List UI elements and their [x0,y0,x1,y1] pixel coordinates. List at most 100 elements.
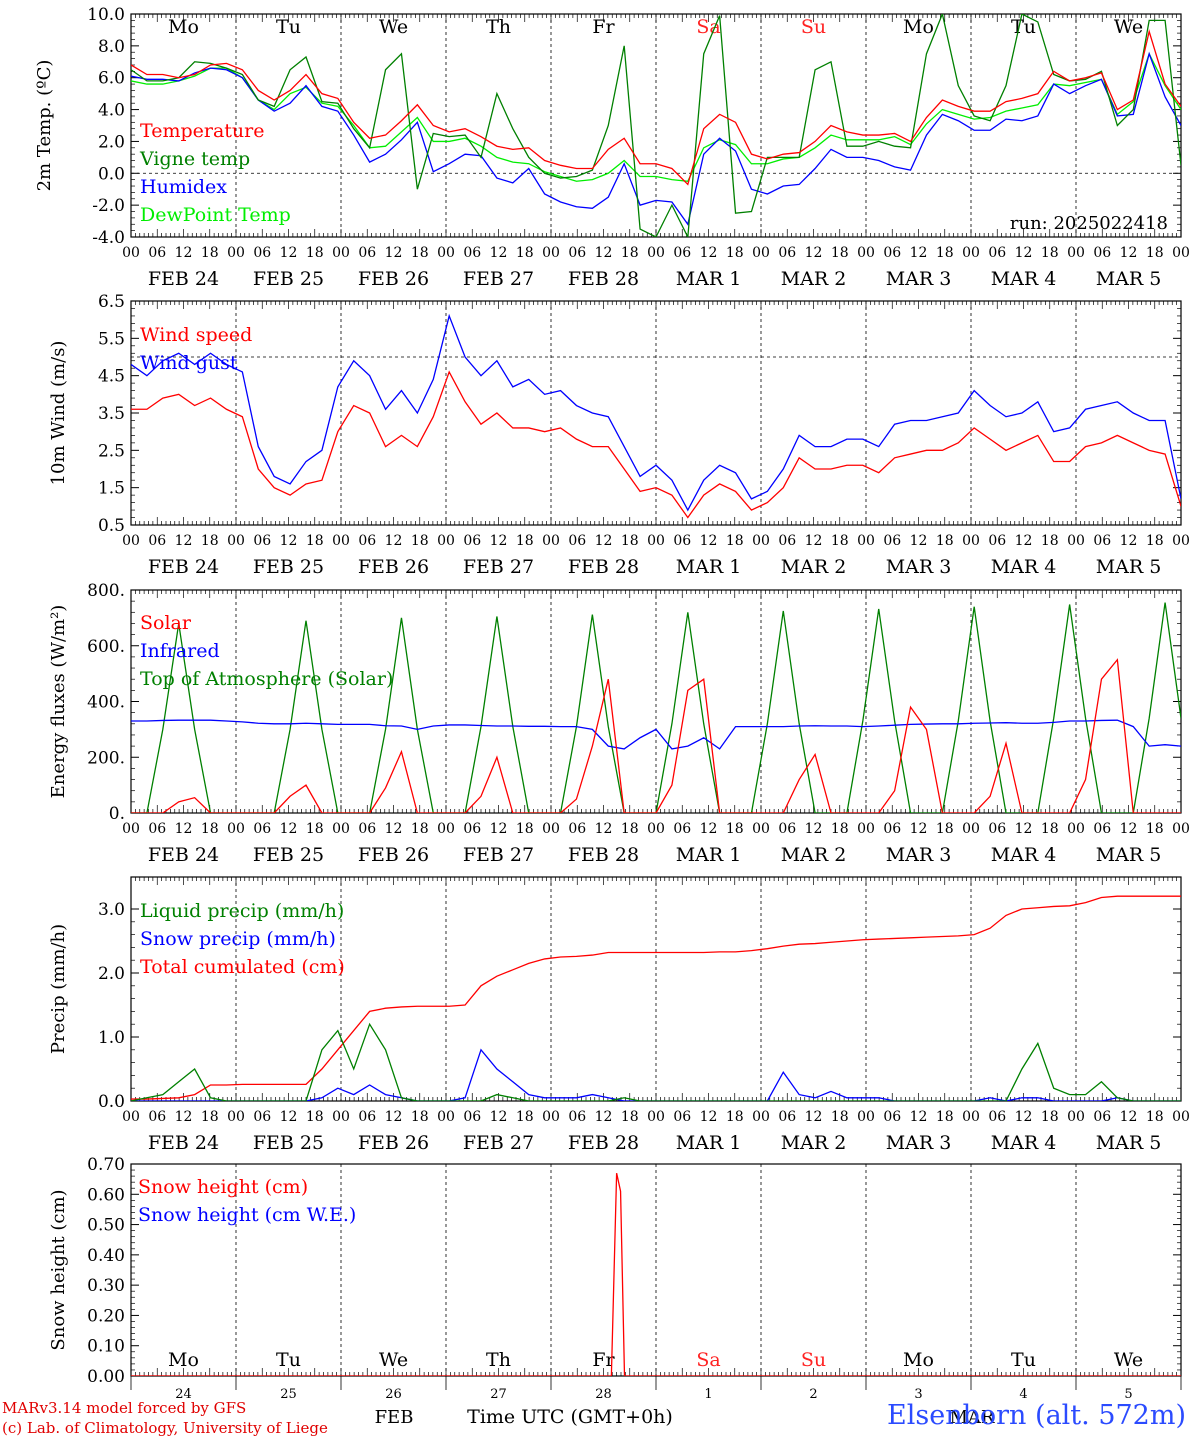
series-line-solar [131,658,1181,813]
x-date-label: FEB 26 [358,844,429,866]
y-tick-label: 3.5 [98,404,125,424]
x-date-label: FEB 25 [253,556,324,578]
weekday-label: Su [801,1349,826,1371]
x-hour-label: 12 [1120,245,1138,261]
x-date-label: FEB 24 [148,268,219,290]
x-hour-label: 18 [516,821,534,837]
panel-precip: 0.0 1.0 2.0 3.0 Precip (mm/h) 00 06 12 18 00 06 12 1… [48,876,1190,1154]
x-hour-label: 18 [1041,1109,1059,1125]
month-label: FEB [375,1407,414,1428]
x-hour-label: 18 [936,245,954,261]
series-line-top-of-atmosphere-solar- [131,602,1181,813]
weekday-label: Su [801,16,826,38]
x-hour-label: 06 [463,1109,481,1125]
x-hour-label: 00 [647,1109,665,1125]
x-hour-label: 06 [253,1109,271,1125]
x-hour-label: 06 [778,245,796,261]
series-line-dewpoint-temp [131,52,1181,182]
x-hour-label: 12 [910,245,928,261]
y-tick-label: 0.0 [98,1092,125,1112]
weekday-label: Mo [903,1349,934,1371]
y-tick-label: 5.5 [98,329,125,349]
day-number-label: 27 [490,1387,507,1402]
legend-entry: Wind gust [140,352,238,374]
x-hour-label: 18 [1146,1109,1164,1125]
x-hour-label: 00 [857,821,875,837]
x-date-label: MAR 1 [676,844,742,866]
x-hour-label: 12 [700,821,718,837]
y-tick-label: 0.40 [87,1246,125,1266]
x-hour-label: 12 [595,821,613,837]
x-hour-label: 06 [673,245,691,261]
x-hour-label: 00 [542,245,560,261]
x-hour-label: 00 [962,1109,980,1125]
x-hour-label: 18 [516,1109,534,1125]
y-tick-label: 200. [87,748,125,768]
x-hour-label: 18 [1041,533,1059,549]
x-hour-label: 06 [673,821,691,837]
legend-entry: Snow height (cm) [138,1176,308,1198]
x-hour-label: 00 [1067,1109,1085,1125]
y-tick-label: 0.0 [98,164,125,184]
credit-line-1: MARv3.14 model forced by GFS [2,1399,247,1417]
day-number-label: 28 [595,1387,612,1402]
x-hour-label: 00 [962,533,980,549]
weekday-label: Th [486,1349,511,1371]
x-hour-label: 06 [148,533,166,549]
x-hour-label: 00 [122,245,140,261]
series-line-humidex [131,51,1181,226]
x-hour-label: 18 [936,533,954,549]
y-tick-label: 2.0 [98,964,125,984]
x-hour-label: 06 [568,821,586,837]
x-hour-label: 06 [673,1109,691,1125]
x-hour-label: 18 [621,533,639,549]
x-hour-label: 18 [411,1109,429,1125]
x-hour-label: 18 [726,533,744,549]
x-hour-label: 06 [778,821,796,837]
y-tick-label: 0.10 [87,1337,125,1357]
x-hour-label: 00 [122,821,140,837]
x-hour-label: 06 [1093,1109,1111,1125]
weekday-label: We [379,1349,408,1371]
x-date-label: MAR 5 [1096,556,1162,578]
x-hour-label: 18 [1146,533,1164,549]
x-hour-label: 18 [411,821,429,837]
x-hour-label: 12 [280,245,298,261]
x-date-label: FEB 27 [463,844,534,866]
x-date-label: FEB 28 [568,1132,639,1154]
x-hour-label: 18 [1041,821,1059,837]
x-date-label: FEB 28 [568,268,639,290]
x-date-label: MAR 1 [676,268,742,290]
x-hour-label: 06 [883,1109,901,1125]
x-hour-label: 18 [201,245,219,261]
panel-energy: 0. 200. 400. 600. 800. Energy fluxes (W/m²) 00… [48,581,1190,866]
x-date-label: MAR 5 [1096,844,1162,866]
y-tick-label: 4.0 [98,101,125,121]
x-date-label: MAR 5 [1096,268,1162,290]
x-hour-label: 18 [621,821,639,837]
x-hour-label: 12 [175,821,193,837]
weekday-label: Mo [903,16,934,38]
legend-entry: Total cumulated (cm) [140,956,345,978]
x-hour-label: 06 [883,245,901,261]
x-hour-label: 18 [1146,245,1164,261]
x-hour-label: 12 [1015,533,1033,549]
x-hour-label: 12 [595,245,613,261]
x-hour-label: 06 [358,533,376,549]
weekday-label: Sa [696,16,720,38]
x-hour-label: 06 [568,533,586,549]
x-hour-label: 00 [752,1109,770,1125]
y-axis-label: Snow height (cm) [48,1189,69,1350]
series-line-wind-gust [131,313,1181,512]
x-hour-label: 18 [831,245,849,261]
legend-entry: Top of Atmosphere (Solar) [140,668,393,690]
x-hour-label: 00 [122,1109,140,1125]
x-hour-label: 18 [201,821,219,837]
x-hour-label: 00 [437,245,455,261]
x-hour-label: 18 [516,533,534,549]
weekday-label: Th [486,16,511,38]
x-hour-label: 06 [988,533,1006,549]
x-hour-label: 06 [253,821,271,837]
x-axis-label: Time UTC (GMT+0h) [467,1406,673,1428]
